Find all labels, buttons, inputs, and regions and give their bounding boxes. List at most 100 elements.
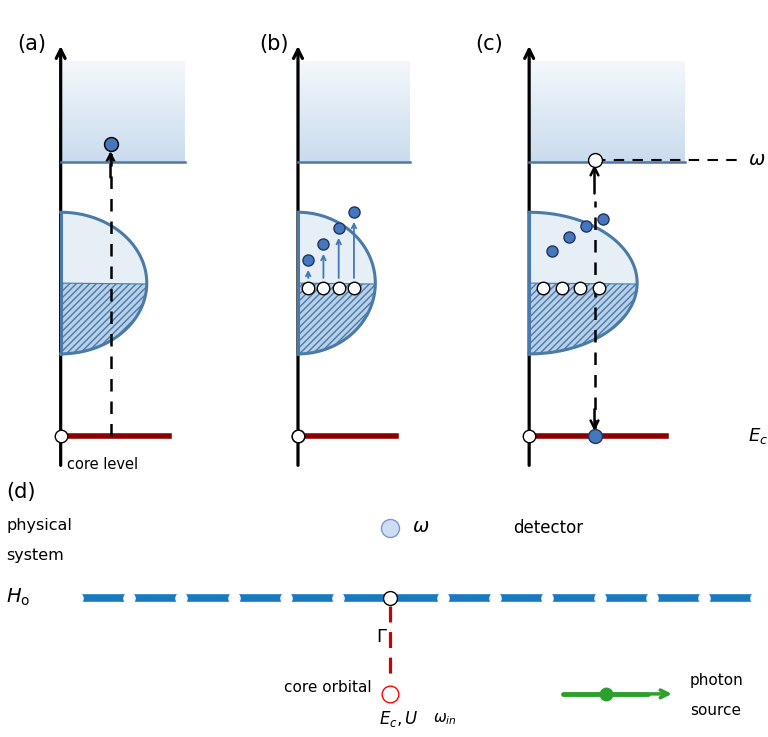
Bar: [61, 129, 185, 132]
Bar: [298, 129, 410, 132]
Bar: [529, 71, 686, 74]
Bar: [61, 69, 185, 71]
Bar: [61, 91, 185, 94]
Bar: [298, 104, 410, 107]
Bar: [61, 112, 185, 114]
Bar: [61, 89, 185, 91]
Bar: [529, 129, 686, 132]
Bar: [61, 137, 185, 139]
Bar: [298, 107, 410, 109]
Bar: [529, 94, 686, 97]
Bar: [298, 61, 410, 64]
Bar: [61, 119, 185, 122]
Bar: [529, 64, 686, 66]
Bar: [529, 77, 686, 79]
Bar: [529, 152, 686, 155]
Bar: [529, 104, 686, 107]
Bar: [298, 69, 410, 71]
Bar: [61, 71, 185, 74]
Bar: [529, 112, 686, 114]
Polygon shape: [61, 212, 147, 354]
Bar: [298, 87, 410, 89]
Bar: [61, 142, 185, 144]
Bar: [298, 132, 410, 134]
Text: (b): (b): [260, 34, 289, 54]
Polygon shape: [298, 283, 376, 354]
Bar: [529, 127, 686, 129]
Bar: [61, 64, 185, 66]
Bar: [298, 79, 410, 82]
Polygon shape: [529, 212, 637, 354]
Bar: [61, 99, 185, 102]
Text: $H_{\rm o}$: $H_{\rm o}$: [6, 587, 31, 608]
Bar: [61, 61, 185, 64]
Bar: [61, 66, 185, 69]
Bar: [61, 147, 185, 150]
Bar: [529, 91, 686, 94]
Bar: [529, 109, 686, 112]
Bar: [61, 157, 185, 159]
Text: (c): (c): [475, 34, 503, 54]
Bar: [529, 84, 686, 87]
Text: $E_c$: $E_c$: [748, 426, 768, 446]
Text: core level: core level: [68, 457, 138, 472]
Polygon shape: [61, 283, 147, 354]
Bar: [529, 66, 686, 69]
Bar: [298, 84, 410, 87]
Text: core orbital: core orbital: [283, 680, 371, 695]
Bar: [298, 147, 410, 150]
Bar: [298, 109, 410, 112]
Text: system: system: [6, 548, 64, 563]
Text: source: source: [690, 703, 741, 718]
Bar: [529, 132, 686, 134]
Text: (a): (a): [18, 34, 47, 54]
Bar: [529, 142, 686, 144]
Bar: [61, 159, 185, 162]
Bar: [298, 119, 410, 122]
Bar: [61, 144, 185, 147]
Bar: [298, 137, 410, 139]
Bar: [529, 159, 686, 162]
Bar: [298, 159, 410, 162]
Bar: [61, 84, 185, 87]
Bar: [529, 87, 686, 89]
Bar: [298, 125, 410, 127]
Bar: [298, 99, 410, 102]
Text: $\Gamma$: $\Gamma$: [376, 628, 387, 646]
Bar: [298, 122, 410, 125]
Bar: [529, 150, 686, 152]
Bar: [529, 155, 686, 157]
Bar: [298, 112, 410, 114]
Bar: [298, 144, 410, 147]
Bar: [298, 116, 410, 119]
Bar: [529, 99, 686, 102]
Bar: [61, 127, 185, 129]
Bar: [529, 144, 686, 147]
Bar: [298, 157, 410, 159]
Bar: [61, 155, 185, 157]
Bar: [61, 152, 185, 155]
Bar: [298, 66, 410, 69]
Text: physical: physical: [6, 518, 72, 533]
Text: $\omega_{in}$: $\omega_{in}$: [432, 711, 456, 727]
Bar: [61, 125, 185, 127]
Bar: [61, 116, 185, 119]
Bar: [61, 107, 185, 109]
Bar: [529, 134, 686, 137]
Bar: [529, 147, 686, 150]
Bar: [298, 150, 410, 152]
Text: $\omega$: $\omega$: [748, 150, 766, 170]
Polygon shape: [298, 212, 376, 354]
Bar: [298, 91, 410, 94]
Bar: [298, 127, 410, 129]
Bar: [529, 139, 686, 142]
Bar: [298, 152, 410, 155]
Bar: [61, 74, 185, 77]
Bar: [529, 102, 686, 104]
Text: $\omega$: $\omega$: [412, 517, 429, 537]
Bar: [298, 155, 410, 157]
Bar: [61, 134, 185, 137]
Bar: [61, 109, 185, 112]
Text: (d): (d): [6, 482, 35, 502]
Bar: [61, 77, 185, 79]
